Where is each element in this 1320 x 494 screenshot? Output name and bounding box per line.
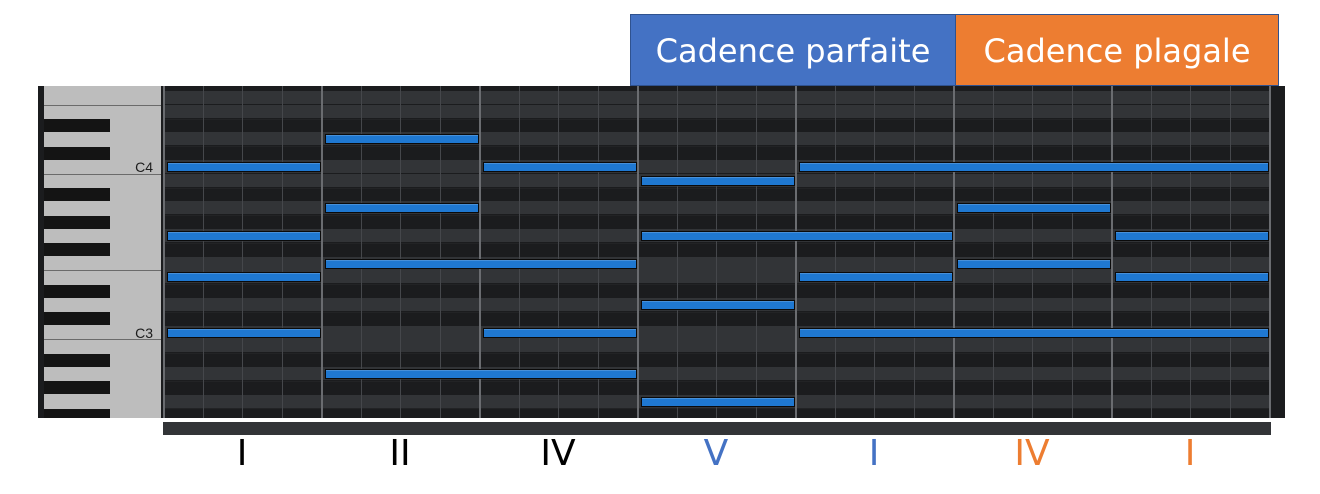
grid-line <box>163 188 1271 189</box>
black-key <box>44 409 110 418</box>
piano-roll: C4 C3 <box>38 86 1285 418</box>
black-key <box>44 381 110 394</box>
cadence-plagale-label: Cadence plagale <box>955 14 1279 86</box>
note[interactable] <box>483 162 637 172</box>
grid-line <box>163 353 1271 354</box>
black-key <box>44 188 110 201</box>
chord-numeral: I <box>202 432 282 476</box>
grid-line <box>163 243 1271 244</box>
key-label: C4 <box>135 159 153 175</box>
chord-numeral: IV <box>518 432 598 476</box>
note[interactable] <box>641 231 953 241</box>
beat-line <box>203 86 204 418</box>
black-key <box>44 285 110 298</box>
note[interactable] <box>325 203 479 213</box>
chord-numeral: II <box>360 432 440 476</box>
beat-line <box>1032 86 1033 418</box>
chord-numeral: V <box>676 432 756 476</box>
grid-line <box>163 408 1271 409</box>
note[interactable] <box>167 231 321 241</box>
note[interactable] <box>325 259 637 269</box>
note[interactable] <box>957 259 1111 269</box>
note[interactable] <box>325 134 479 144</box>
grid-line <box>163 146 1271 147</box>
beat-line <box>756 86 757 418</box>
beat-line <box>677 86 678 418</box>
bar-line <box>795 86 797 418</box>
black-key <box>44 354 110 367</box>
grid-line <box>163 312 1271 313</box>
grid-line <box>163 284 1271 285</box>
grid-line <box>163 215 1271 216</box>
piano-keyboard: C4 C3 <box>44 86 161 418</box>
note[interactable] <box>799 162 1269 172</box>
note[interactable] <box>167 162 321 172</box>
note[interactable] <box>1115 231 1269 241</box>
beat-line <box>282 86 283 418</box>
note[interactable] <box>641 300 795 310</box>
bar-line <box>637 86 639 418</box>
beat-line <box>874 86 875 418</box>
chord-numeral: I <box>1150 432 1230 476</box>
note[interactable] <box>641 397 795 407</box>
note[interactable] <box>167 272 321 282</box>
bar-line <box>163 86 165 418</box>
bar-line <box>1269 86 1271 418</box>
note[interactable] <box>799 272 953 282</box>
bar-line <box>953 86 955 418</box>
black-key <box>44 119 110 132</box>
white-key-divider <box>44 105 161 106</box>
black-key <box>44 312 110 325</box>
beat-line <box>716 86 717 418</box>
key-label: C3 <box>135 325 153 341</box>
black-key <box>44 216 110 229</box>
black-key <box>44 147 110 160</box>
bar-line <box>321 86 323 418</box>
beat-line <box>1190 86 1191 418</box>
grid-line <box>163 381 1271 382</box>
note[interactable] <box>483 328 637 338</box>
grid-row <box>163 105 1271 118</box>
white-key-divider <box>44 270 161 271</box>
note[interactable] <box>957 203 1111 213</box>
beat-line <box>835 86 836 418</box>
bar-line <box>1111 86 1113 418</box>
beat-line <box>993 86 994 418</box>
note[interactable] <box>1115 272 1269 282</box>
beat-line <box>242 86 243 418</box>
grid-row <box>163 339 1271 352</box>
black-key <box>44 243 110 256</box>
beat-line <box>1151 86 1152 418</box>
chord-numeral: IV <box>992 432 1072 476</box>
chord-numeral: I <box>834 432 914 476</box>
grid-line <box>163 119 1271 120</box>
note-grid <box>163 86 1271 418</box>
beat-line <box>1072 86 1073 418</box>
beat-line <box>914 86 915 418</box>
note[interactable] <box>167 328 321 338</box>
note[interactable] <box>325 369 637 379</box>
grid-row <box>163 91 1271 104</box>
beat-line <box>1230 86 1231 418</box>
grid-row <box>163 270 1271 283</box>
cadence-parfaite-label: Cadence parfaite <box>630 14 956 86</box>
note[interactable] <box>799 328 1269 338</box>
note[interactable] <box>641 176 795 186</box>
